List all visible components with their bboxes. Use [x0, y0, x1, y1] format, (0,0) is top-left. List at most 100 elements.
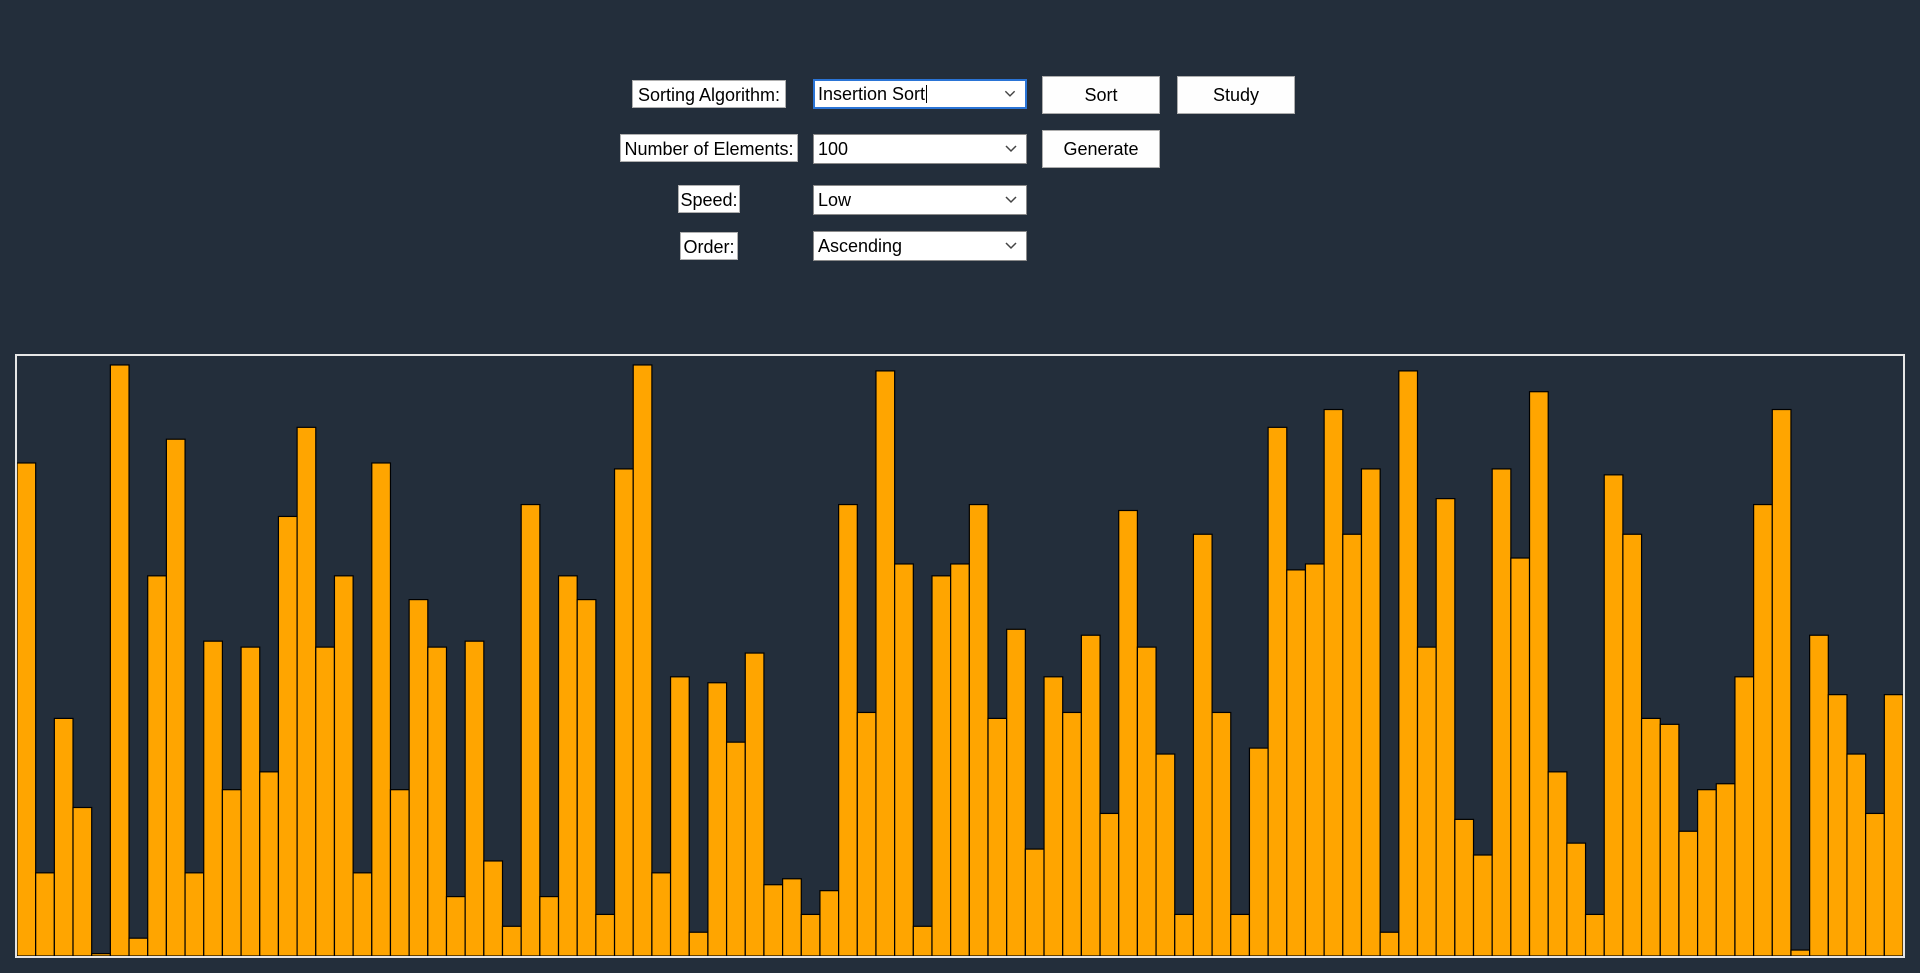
bar-52: [987, 717, 1008, 956]
bar-26: [501, 925, 522, 956]
number-of-elements-combobox[interactable]: 100: [813, 134, 1027, 164]
bar-37: [707, 682, 728, 956]
bar-48: [912, 925, 933, 956]
bar-95: [1790, 949, 1811, 956]
number-of-elements-label: Number of Elements:: [620, 134, 798, 162]
speed-value: Low: [818, 190, 852, 210]
bar-65: [1230, 913, 1251, 956]
bar-0: [17, 462, 37, 956]
bar-38: [725, 741, 746, 956]
bar-41: [781, 878, 802, 956]
bar-93: [1753, 503, 1773, 956]
bar-75: [1416, 646, 1437, 956]
bar-25: [483, 860, 504, 956]
bar-17: [333, 575, 354, 956]
bar-89: [1678, 830, 1699, 956]
bar-92: [1734, 676, 1755, 956]
chevron-down-icon[interactable]: [1004, 186, 1018, 214]
bar-97: [1827, 694, 1848, 956]
bar-20: [389, 789, 410, 956]
bar-73: [1379, 931, 1400, 956]
bar-46: [875, 370, 896, 956]
bar-1: [35, 872, 55, 956]
bar-94: [1771, 408, 1792, 956]
bar-56: [1062, 711, 1082, 956]
text-caret: [926, 85, 928, 103]
bar-27: [520, 503, 541, 956]
bar-59: [1118, 509, 1138, 956]
bar-61: [1155, 753, 1176, 956]
bar-79: [1491, 468, 1512, 956]
bar-55: [1043, 676, 1064, 956]
bar-9: [184, 872, 205, 956]
bar-23: [445, 895, 466, 956]
bar-72: [1360, 468, 1381, 956]
bar-70: [1323, 408, 1344, 956]
bar-33: [632, 364, 653, 956]
order-combobox[interactable]: Ascending: [813, 231, 1027, 261]
bar-45: [856, 711, 877, 956]
order-label: Order:: [680, 232, 738, 260]
bar-29: [557, 575, 578, 956]
bar-84: [1584, 913, 1605, 956]
bar-85: [1603, 474, 1624, 956]
sorting-algorithm-combobox[interactable]: Insertion Sort: [813, 79, 1027, 109]
bar-28: [539, 895, 560, 956]
bar-54: [1024, 848, 1045, 956]
bar-58: [1099, 812, 1120, 956]
bar-78: [1472, 854, 1493, 956]
bar-68: [1286, 569, 1307, 956]
bar-21: [408, 599, 429, 956]
bar-69: [1304, 563, 1325, 956]
bar-40: [763, 884, 784, 956]
bar-18: [352, 872, 373, 956]
bar-chart: [17, 364, 1903, 956]
bar-91: [1715, 783, 1736, 956]
bar-22: [427, 646, 448, 956]
chevron-down-icon[interactable]: [1004, 232, 1018, 260]
bar-76: [1435, 498, 1456, 956]
bar-4: [91, 953, 111, 956]
bar-90: [1696, 789, 1717, 956]
bar-14: [277, 515, 298, 956]
bar-63: [1192, 533, 1213, 956]
bar-34: [651, 872, 672, 956]
bar-31: [595, 913, 616, 956]
bar-100: [1883, 694, 1903, 956]
bar-43: [819, 890, 840, 956]
bar-35: [669, 676, 690, 956]
bar-81: [1528, 391, 1549, 956]
bar-51: [968, 503, 989, 956]
bar-82: [1547, 771, 1568, 956]
bar-53: [1006, 628, 1026, 956]
bar-80: [1510, 557, 1531, 956]
generate-button[interactable]: Generate: [1042, 130, 1160, 168]
bar-15: [296, 426, 317, 956]
bar-30: [576, 599, 597, 956]
bar-12: [240, 646, 261, 956]
bar-62: [1174, 913, 1195, 956]
sorting-algorithm-value: Insertion Sort: [818, 84, 926, 104]
order-value: Ascending: [818, 236, 903, 256]
sorting-algorithm-label: Sorting Algorithm:: [632, 80, 786, 108]
bar-canvas: [15, 354, 1905, 958]
bar-87: [1640, 717, 1661, 956]
bar-47: [894, 563, 914, 956]
study-button[interactable]: Study: [1177, 76, 1295, 114]
bar-74: [1398, 370, 1419, 956]
bar-99: [1865, 812, 1885, 956]
bar-66: [1248, 747, 1269, 956]
bar-2: [53, 717, 74, 956]
speed-label: Speed:: [678, 185, 740, 213]
bar-6: [128, 937, 149, 956]
sort-button[interactable]: Sort: [1042, 76, 1160, 114]
bar-50: [950, 563, 970, 956]
bar-19: [371, 462, 392, 956]
speed-combobox[interactable]: Low: [813, 185, 1027, 215]
bar-7: [147, 575, 167, 956]
bar-36: [688, 931, 709, 956]
bar-57: [1080, 634, 1101, 956]
bar-64: [1211, 711, 1232, 956]
chevron-down-icon[interactable]: [1004, 135, 1018, 163]
chevron-down-icon[interactable]: [1003, 81, 1017, 107]
